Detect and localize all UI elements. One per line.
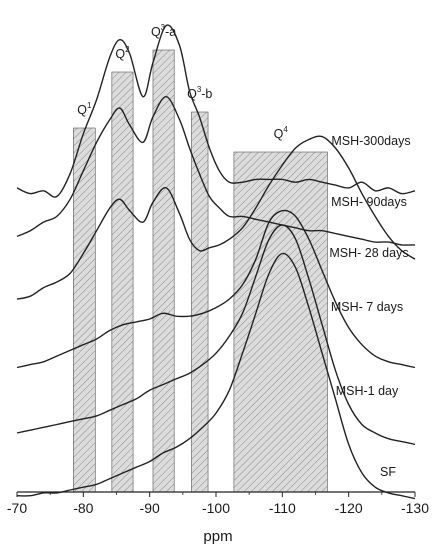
band-label-q2: Q2 [115, 45, 130, 61]
band-q3-a [152, 49, 175, 493]
band-q2 [111, 71, 134, 493]
band-label-q3-b: Q3-b [187, 85, 212, 101]
series-line-4 [16, 224, 416, 446]
series-line-0 [16, 24, 416, 198]
x-tick-label: -110 [269, 500, 296, 516]
series-label-3: MSH- 7 days [331, 300, 403, 314]
series-line-2 [16, 135, 416, 300]
x-tick-label: -100 [202, 500, 230, 516]
x-tick-label: -70 [7, 500, 27, 516]
series-label-4: MSH-1 day [336, 384, 399, 398]
x-axis: ppm -70 -80 -90 -100 -110 -120 -130 [7, 491, 429, 545]
series-line-1 [16, 96, 416, 246]
band-label-q1: Q1 [77, 101, 92, 117]
series-label-0: MSH-300days [331, 134, 410, 148]
band-q4 [233, 151, 328, 493]
x-tick-label: -120 [335, 500, 363, 516]
band-layer: Q1 Q2 Q3-a Q3-b Q4 [73, 23, 328, 493]
x-tick-label: -130 [401, 500, 429, 516]
series-line-3 [16, 209, 416, 369]
series-label-1: MSH- 90days [331, 195, 407, 209]
band-label-q4: Q4 [274, 125, 289, 141]
series-label-5: SF [380, 465, 396, 479]
series-label-2: MSH- 28 days [329, 246, 408, 260]
series-layer: MSH-300days MSH- 90days MSH- 28 days MSH- 7… [16, 24, 416, 500]
x-axis-label: ppm [203, 528, 232, 545]
x-tick-label: -90 [140, 500, 160, 516]
band-q1 [73, 127, 96, 493]
band-label-q3-a: Q3-a [151, 23, 176, 39]
x-tick-label: -80 [73, 500, 93, 516]
series-line-5 [16, 252, 416, 500]
